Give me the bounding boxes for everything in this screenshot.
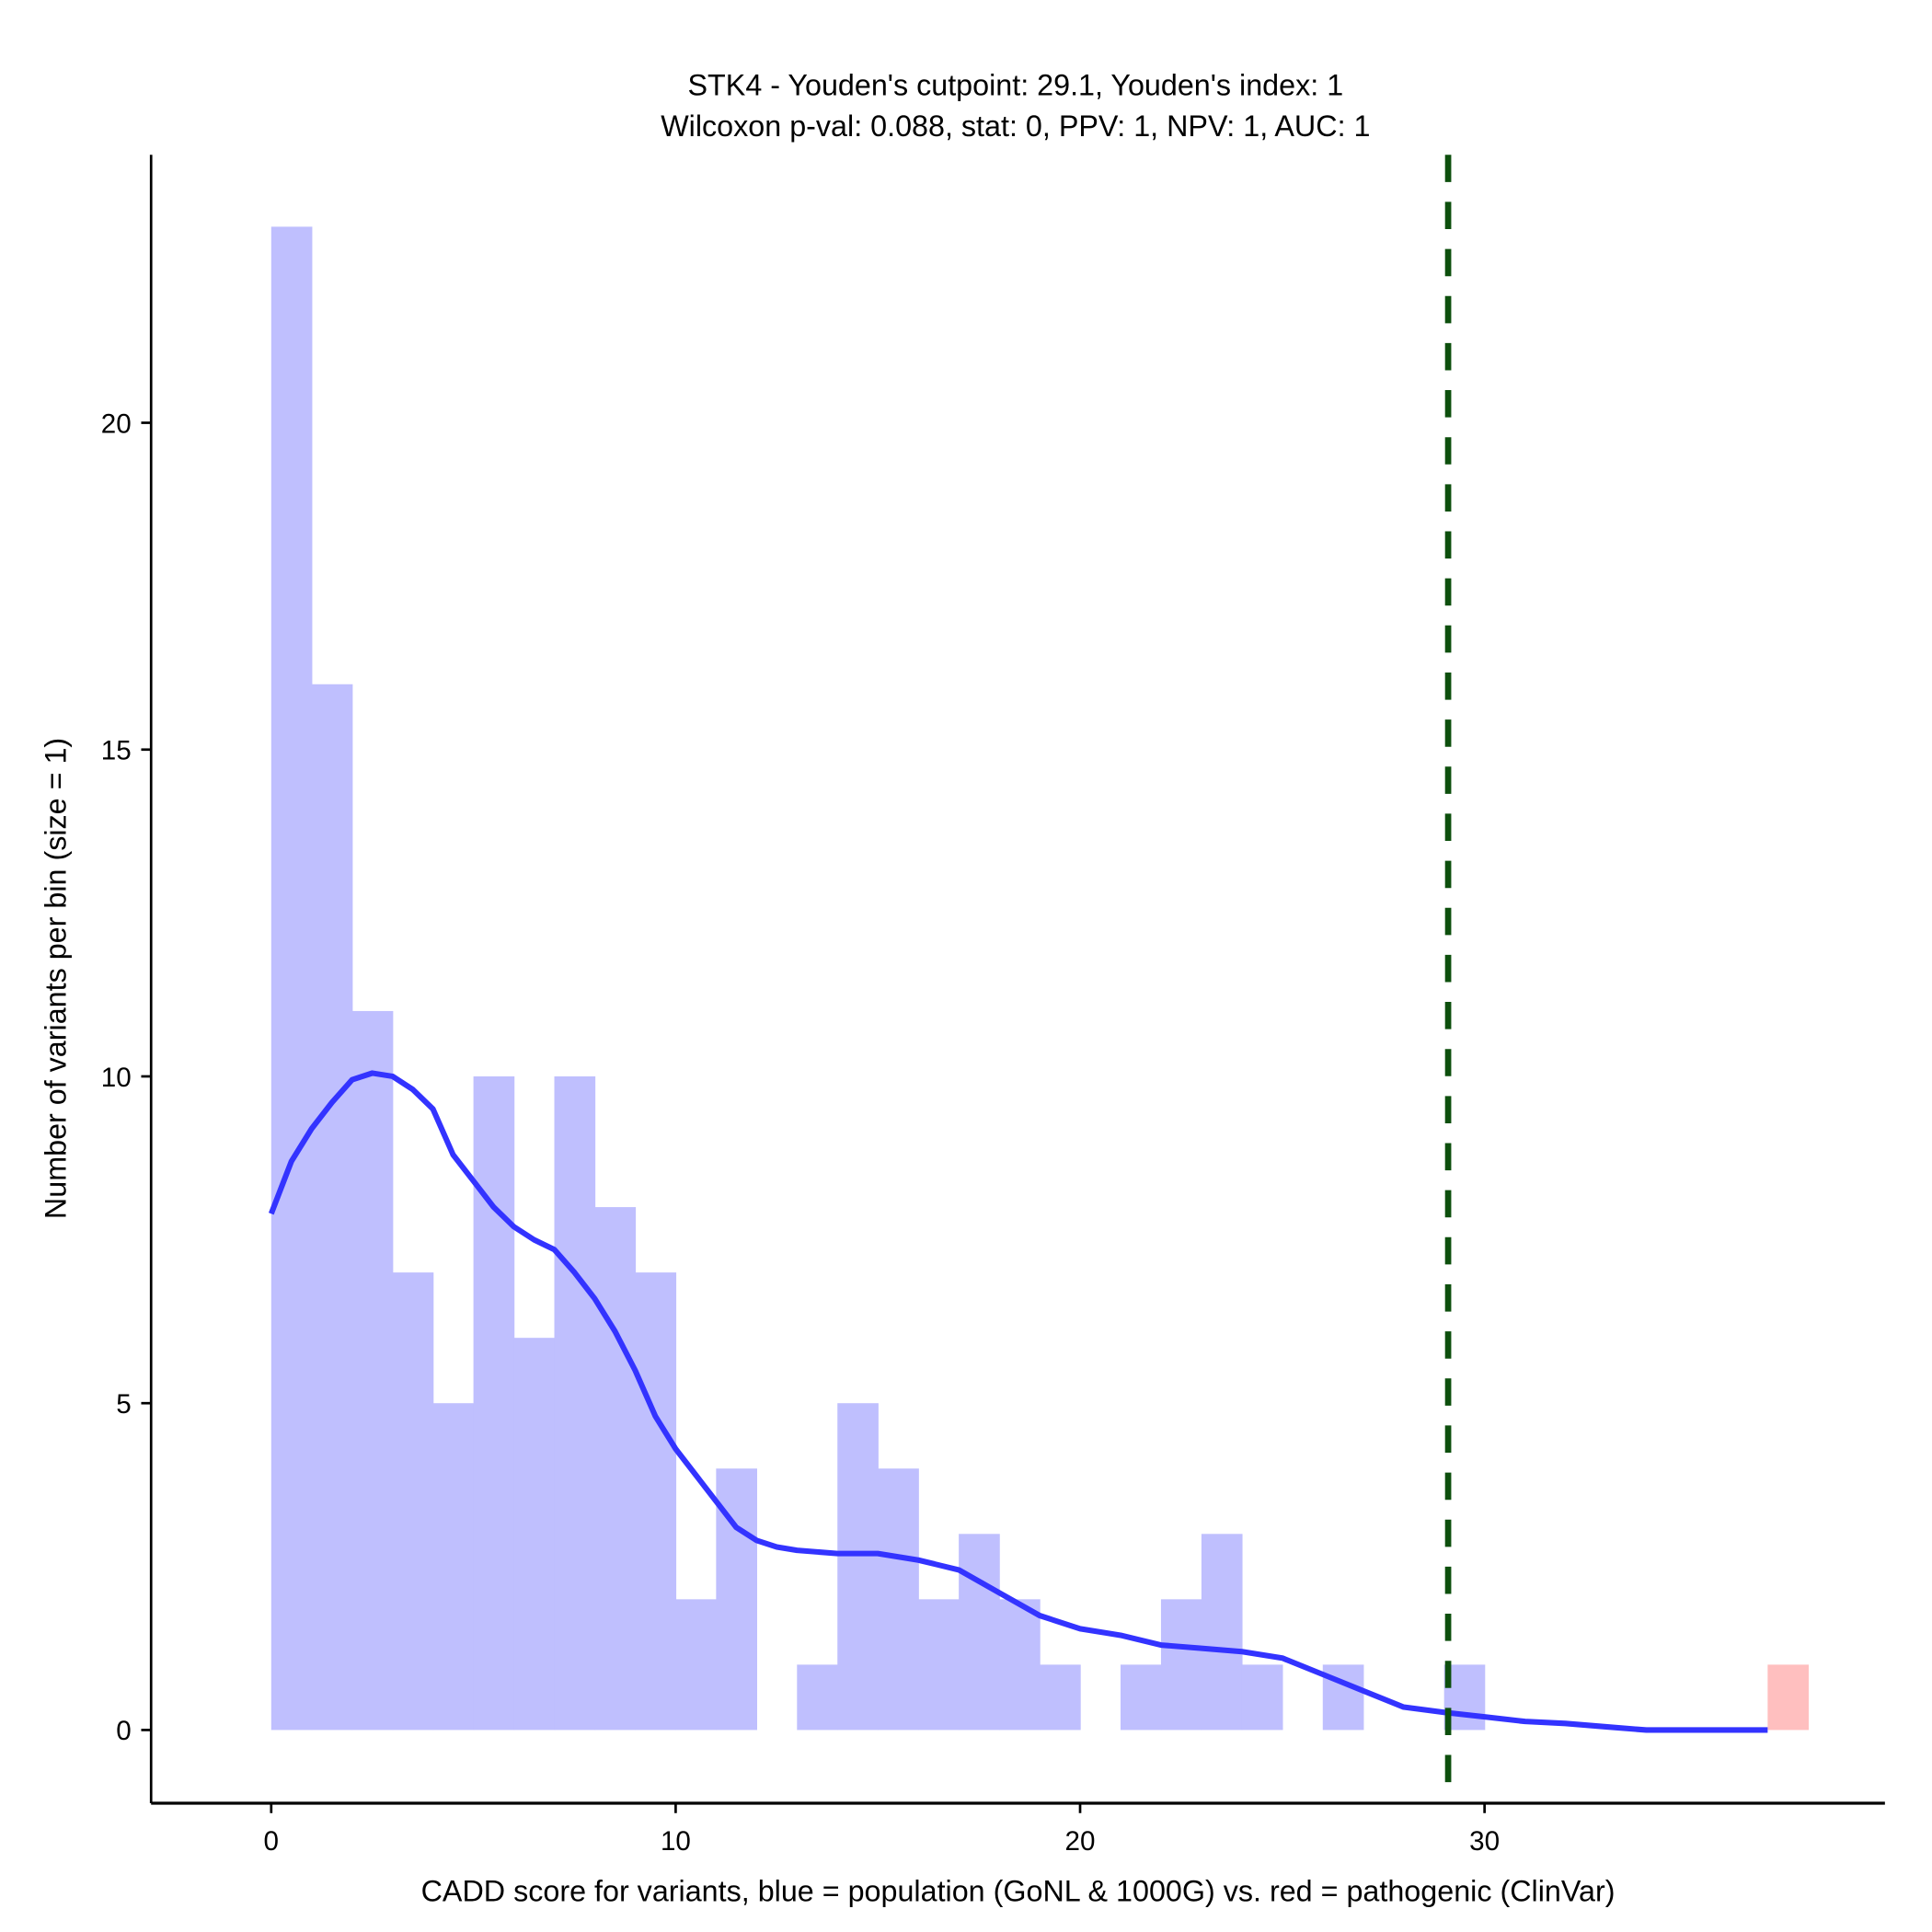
population-bar (797, 1664, 838, 1731)
y-axis-label: Number of variants per bin (size = 1) (39, 738, 72, 1219)
population-bar (635, 1272, 677, 1731)
population-bar (918, 1599, 960, 1731)
x-tick-label: 10 (661, 1826, 691, 1857)
x-tick-label: 0 (264, 1826, 279, 1857)
y-tick-label: 10 (101, 1063, 132, 1093)
population-bar (1120, 1664, 1162, 1731)
population-bar (675, 1599, 718, 1731)
density-curve (268, 1070, 1768, 1733)
population-bar (878, 1468, 919, 1731)
population-bar (837, 1403, 879, 1731)
population-bar (1241, 1664, 1283, 1731)
population-bar (1201, 1534, 1243, 1731)
pathogenic-bar (1767, 1664, 1809, 1731)
population-bar (1160, 1599, 1202, 1731)
population-bar (513, 1338, 556, 1731)
population-bar (959, 1534, 1000, 1731)
bars-layer (270, 226, 1809, 1731)
population-bar (392, 1272, 434, 1731)
x-axis-label: CADD score for variants, blue = populati… (421, 1874, 1616, 1907)
population-bar (270, 226, 313, 1731)
population-bar (473, 1075, 515, 1731)
population-bar (554, 1075, 596, 1731)
population-bar (594, 1207, 637, 1731)
population-bar (432, 1403, 475, 1731)
chart-subtitle: Wilcoxon p-val: 0.088, stat: 0, PPV: 1, … (661, 109, 1370, 143)
y-tick-label: 0 (116, 1716, 131, 1746)
population-bar (311, 684, 353, 1731)
y-tick-label: 15 (101, 736, 132, 766)
x-tick-label: 30 (1469, 1826, 1500, 1857)
x-tick-label: 20 (1065, 1826, 1096, 1857)
population-bar (1040, 1664, 1081, 1731)
population-bar (351, 1010, 394, 1731)
y-tick-label: 5 (116, 1389, 131, 1420)
chart-title: STK4 - Youden's cutpoint: 29.1, Youden's… (688, 69, 1344, 102)
population-bar (999, 1599, 1041, 1731)
y-tick-label: 20 (101, 408, 132, 439)
